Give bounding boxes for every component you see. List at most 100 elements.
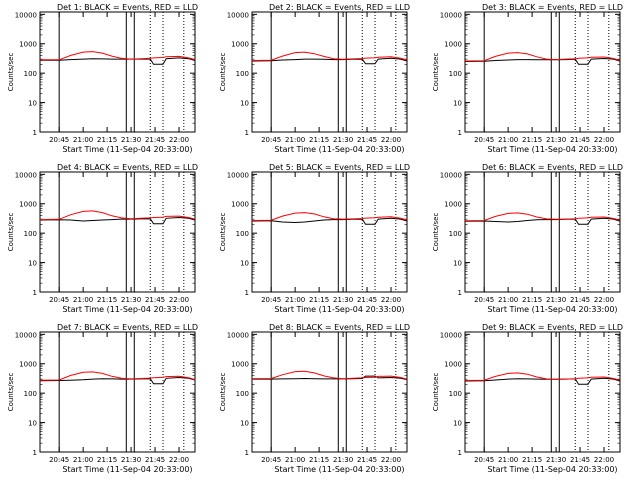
series-line-lld xyxy=(251,370,408,380)
chart-title: Det 4: BLACK = Events, RED = LLD xyxy=(57,163,198,172)
x-tick-label: 21:00 xyxy=(498,296,518,304)
plot-frame xyxy=(251,331,408,453)
x-axis-label: Start Time (11-Sep-04 20:33:00) xyxy=(62,465,192,474)
y-tick-label: 1 xyxy=(245,289,249,297)
x-tick-label: 21:15 xyxy=(522,136,542,144)
x-tick-label: 20:45 xyxy=(49,296,69,304)
x-tick-label: 21:00 xyxy=(498,456,518,464)
x-tick-label: 21:30 xyxy=(121,136,141,144)
plot-frame xyxy=(251,171,408,293)
chart-panel-5: Det 5: BLACK = Events, RED = LLD Counts/s… xyxy=(219,163,410,314)
x-tick-label: 20:45 xyxy=(261,296,281,304)
y-tick-label: 10 xyxy=(240,260,249,268)
y-tick-label: 10000 xyxy=(440,171,462,179)
y-tick-label: 1 xyxy=(245,449,249,457)
x-tick-label: 21:00 xyxy=(285,136,305,144)
chart-panel-8: Det 8: BLACK = Events, RED = LLD Counts/s… xyxy=(219,323,410,474)
y-tick-label: 10000 xyxy=(15,11,37,19)
y-tick-label: 1 xyxy=(33,129,37,137)
x-tick-label: 21:00 xyxy=(73,296,93,304)
x-tick-label: 21:00 xyxy=(498,136,518,144)
x-tick-label: 22:00 xyxy=(381,136,401,144)
y-axis-label: Counts/sec xyxy=(432,53,440,92)
plot-frame xyxy=(464,11,621,133)
x-tick-label: 20:45 xyxy=(474,296,494,304)
chart-panel-2: Det 2: BLACK = Events, RED = LLD Counts/s… xyxy=(219,3,410,154)
y-tick-label: 1000 xyxy=(19,361,37,369)
x-tick-label: 22:00 xyxy=(169,136,189,144)
y-axis-label: Counts/sec xyxy=(432,373,440,412)
series-line-lld xyxy=(464,212,621,222)
x-tick-label: 21:45 xyxy=(357,136,377,144)
y-tick-label: 10 xyxy=(453,100,462,108)
x-tick-label: 22:00 xyxy=(169,456,189,464)
y-axis-label: Counts/sec xyxy=(7,53,15,92)
series-line-lld xyxy=(464,52,621,62)
y-tick-label: 1000 xyxy=(444,41,462,49)
x-tick-label: 21:30 xyxy=(121,296,141,304)
x-tick-label: 21:15 xyxy=(309,136,329,144)
x-tick-label: 20:45 xyxy=(474,456,494,464)
x-tick-label: 21:00 xyxy=(73,456,93,464)
x-tick-label: 21:15 xyxy=(522,296,542,304)
x-tick-label: 21:45 xyxy=(357,456,377,464)
series-line-events xyxy=(40,57,196,65)
y-tick-label: 100 xyxy=(24,70,37,78)
y-tick-label: 1000 xyxy=(444,361,462,369)
y-tick-label: 10 xyxy=(28,260,37,268)
y-tick-label: 10000 xyxy=(15,171,37,179)
x-tick-label: 21:30 xyxy=(546,456,566,464)
y-tick-label: 100 xyxy=(236,390,249,398)
y-tick-label: 1000 xyxy=(444,201,462,209)
x-tick-label: 20:45 xyxy=(49,456,69,464)
x-tick-label: 21:00 xyxy=(73,136,93,144)
chart-title: Det 2: BLACK = Events, RED = LLD xyxy=(269,3,410,12)
series-line-lld xyxy=(251,51,408,61)
x-tick-label: 21:00 xyxy=(285,456,305,464)
x-axis-label: Start Time (11-Sep-04 20:33:00) xyxy=(62,145,192,154)
x-tick-label: 21:15 xyxy=(97,296,117,304)
chart-panel-7: Det 7: BLACK = Events, RED = LLD Counts/s… xyxy=(7,323,198,474)
x-tick-label: 21:45 xyxy=(570,456,590,464)
series-line-events xyxy=(39,216,196,225)
y-tick-label: 10 xyxy=(28,100,37,108)
chart-panel-3: Det 3: BLACK = Events, RED = LLD Counts/s… xyxy=(432,3,623,154)
y-tick-label: 10000 xyxy=(440,331,462,339)
series-line-lld xyxy=(39,210,196,221)
x-tick-label: 21:45 xyxy=(570,136,590,144)
chart-title: Det 3: BLACK = Events, RED = LLD xyxy=(482,3,623,12)
x-axis-label: Start Time (11-Sep-04 20:33:00) xyxy=(487,145,617,154)
x-tick-label: 20:45 xyxy=(261,136,281,144)
x-tick-label: 21:45 xyxy=(145,296,165,304)
chart-panel-9: Det 9: BLACK = Events, RED = LLD Counts/s… xyxy=(432,323,623,474)
x-tick-label: 21:15 xyxy=(309,296,329,304)
y-tick-label: 10 xyxy=(453,420,462,428)
y-tick-label: 1 xyxy=(458,449,462,457)
x-tick-label: 21:30 xyxy=(121,456,141,464)
x-tick-label: 21:30 xyxy=(333,456,353,464)
y-axis-label: Counts/sec xyxy=(219,213,227,252)
plot-frame xyxy=(464,331,621,453)
y-tick-label: 10 xyxy=(453,260,462,268)
x-tick-label: 21:00 xyxy=(285,296,305,304)
x-tick-label: 20:45 xyxy=(49,136,69,144)
x-tick-label: 21:45 xyxy=(145,136,165,144)
x-tick-label: 21:15 xyxy=(97,456,117,464)
x-tick-label: 21:45 xyxy=(570,296,590,304)
x-tick-label: 20:45 xyxy=(474,136,494,144)
y-tick-label: 100 xyxy=(449,70,462,78)
plot-frame xyxy=(464,171,621,293)
series-line-lld xyxy=(251,212,408,221)
x-axis-label: Start Time (11-Sep-04 20:33:00) xyxy=(487,465,617,474)
chart-panel-1: Det 1: BLACK = Events, RED = LLD Counts/s… xyxy=(7,3,198,154)
x-tick-label: 21:45 xyxy=(145,456,165,464)
y-tick-label: 1 xyxy=(245,129,249,137)
y-tick-label: 1 xyxy=(458,289,462,297)
x-tick-label: 21:30 xyxy=(546,136,566,144)
x-tick-label: 22:00 xyxy=(381,456,401,464)
y-axis-label: Counts/sec xyxy=(7,213,15,252)
x-axis-label: Start Time (11-Sep-04 20:33:00) xyxy=(487,305,617,314)
x-tick-label: 21:45 xyxy=(357,296,377,304)
y-axis-label: Counts/sec xyxy=(219,373,227,412)
